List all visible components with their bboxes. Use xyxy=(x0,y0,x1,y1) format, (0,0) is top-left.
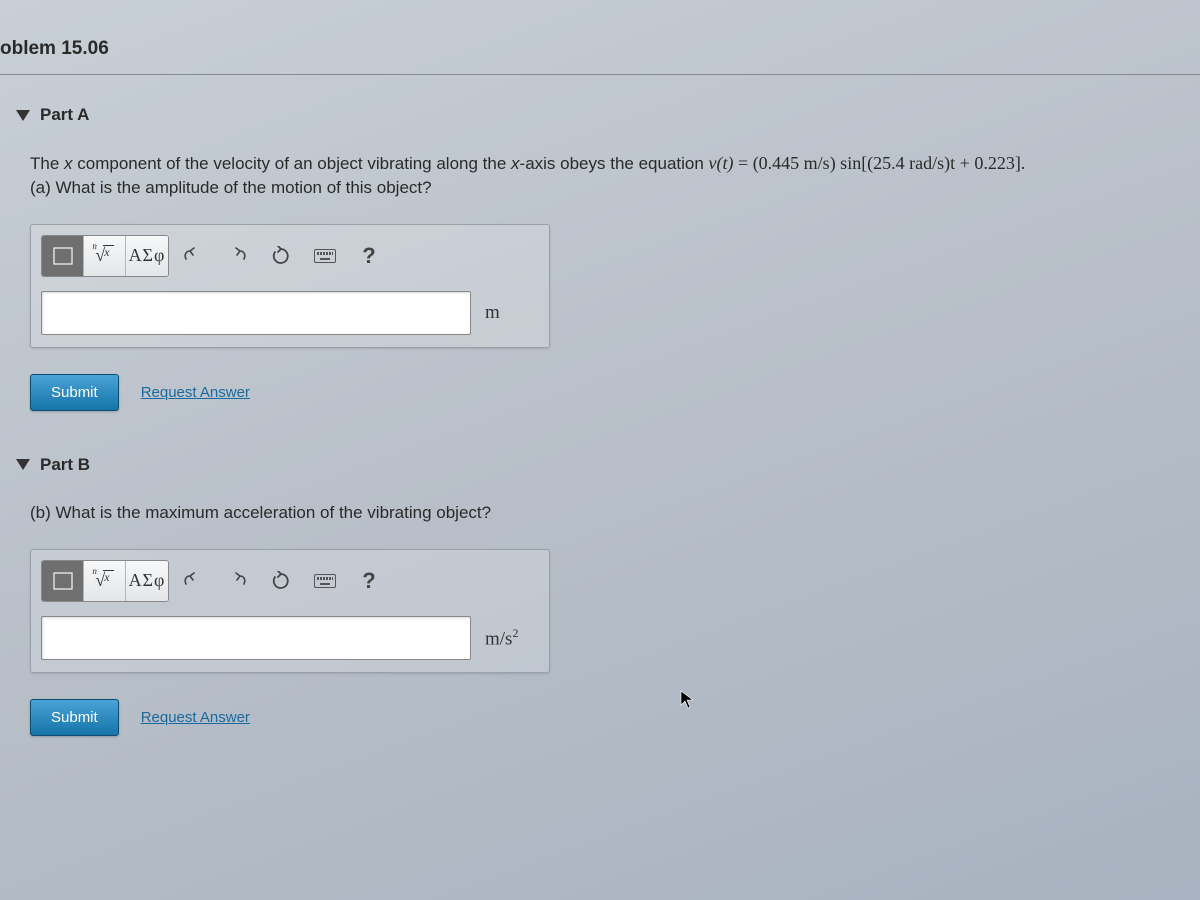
redo-button[interactable] xyxy=(217,561,257,601)
part-b-answer-box: n√x ΑΣφ ? m/s2 xyxy=(30,549,550,673)
part-a-request-answer-link[interactable]: Request Answer xyxy=(141,384,250,401)
keyboard-button[interactable] xyxy=(305,561,345,601)
part-b-unit: m/s2 xyxy=(485,626,518,650)
part-a-answer-input[interactable] xyxy=(41,291,471,335)
math-root-button[interactable]: n√x xyxy=(84,561,126,601)
chevron-down-icon xyxy=(16,110,30,121)
keyboard-icon xyxy=(314,574,336,588)
redo-button[interactable] xyxy=(217,236,257,276)
part-b-title: Part B xyxy=(40,455,90,475)
reset-button[interactable] xyxy=(261,561,301,601)
help-button[interactable]: ? xyxy=(349,561,389,601)
undo-button[interactable] xyxy=(173,236,213,276)
part-a-submit-button[interactable]: Submit xyxy=(30,374,119,411)
template-button[interactable] xyxy=(42,561,84,601)
breadcrumb: Unit U- HW 14 - Ch15- Oscillations xyxy=(0,0,1200,8)
part-a-answer-box: n√x ΑΣφ ? m xyxy=(30,224,550,348)
problem-title: oblem 15.06 xyxy=(0,38,1200,60)
chevron-down-icon xyxy=(16,459,30,470)
keyboard-icon xyxy=(314,249,336,263)
keyboard-button[interactable] xyxy=(305,236,345,276)
part-a-toolbar: n√x ΑΣφ ? xyxy=(41,235,539,277)
part-b-question: (b) What is the maximum acceleration of … xyxy=(30,501,1190,525)
part-a-title: Part A xyxy=(40,105,89,125)
part-b-toolbar: n√x ΑΣφ ? xyxy=(41,560,539,602)
part-a-unit: m xyxy=(485,302,500,324)
greek-button[interactable]: ΑΣφ xyxy=(126,236,168,276)
reset-button[interactable] xyxy=(261,236,301,276)
math-root-button[interactable]: n√x xyxy=(84,236,126,276)
problem-header: oblem 15.06 xyxy=(0,28,1200,75)
template-button[interactable] xyxy=(42,236,84,276)
part-a-question: The x component of the velocity of an ob… xyxy=(30,151,1190,200)
part-b-submit-button[interactable]: Submit xyxy=(30,699,119,736)
greek-button[interactable]: ΑΣφ xyxy=(126,561,168,601)
part-b-answer-input[interactable] xyxy=(41,616,471,660)
help-button[interactable]: ? xyxy=(349,236,389,276)
undo-button[interactable] xyxy=(173,561,213,601)
part-b-header[interactable]: Part B xyxy=(30,455,1190,475)
part-b-request-answer-link[interactable]: Request Answer xyxy=(141,709,250,726)
part-a-header[interactable]: Part A xyxy=(30,105,1190,125)
